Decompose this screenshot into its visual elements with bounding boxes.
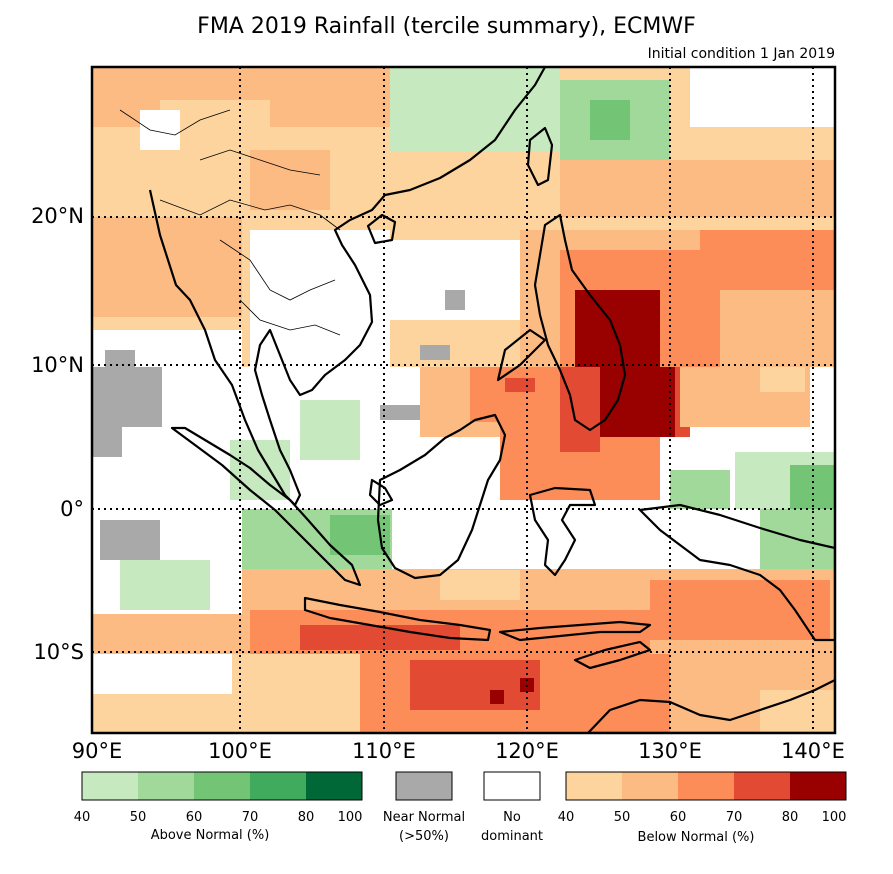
near-normal-sublabel: (>50%) <box>399 829 449 844</box>
country-borders <box>119 109 341 336</box>
above-normal-swatch-50-60 <box>138 772 194 800</box>
above-tick-50: 50 <box>129 810 147 825</box>
lat-label-0: 0° <box>60 497 84 521</box>
chart-title: FMA 2019 Rainfall (tercile summary), ECM… <box>197 14 696 39</box>
gridlines <box>92 67 835 733</box>
above-normal-label: Above Normal (%) <box>150 828 270 843</box>
lon-label-140e: 140°E <box>781 739 845 763</box>
below-normal-colorbar <box>565 771 847 801</box>
below-normal-swatch-80-100 <box>790 772 846 800</box>
near-normal-swatch <box>395 771 453 801</box>
no-dominant-swatch <box>483 771 541 801</box>
above-tick-70: 70 <box>241 810 259 825</box>
lon-label-110e: 110°E <box>352 739 416 763</box>
below-normal-label: Below Normal (%) <box>637 830 755 845</box>
lon-label-100e: 100°E <box>208 739 272 763</box>
lat-label-10s: 10°S <box>33 640 84 664</box>
lon-label-130e: 130°E <box>638 739 702 763</box>
lon-label-90e: 90°E <box>72 739 123 763</box>
above-normal-swatch-60-70 <box>194 772 250 800</box>
tercile-field <box>92 67 835 733</box>
above-normal-swatch-40-50 <box>82 772 138 800</box>
below-tick-80: 80 <box>781 810 799 825</box>
no-dominant-label: No <box>503 810 521 825</box>
lat-label-10n: 10°N <box>31 353 84 377</box>
lat-label-20n: 20°N <box>31 204 84 228</box>
below-normal-swatch-40-50 <box>566 772 622 800</box>
below-tick-60: 60 <box>669 810 687 825</box>
below-tick-100: 100 <box>821 810 847 825</box>
below-normal-swatch-60-70 <box>678 772 734 800</box>
chart-subtitle: Initial condition 1 Jan 2019 <box>647 46 835 62</box>
above-tick-80: 80 <box>297 810 315 825</box>
map-frame <box>90 65 837 735</box>
below-normal-swatch-50-60 <box>622 772 678 800</box>
below-tick-50: 50 <box>613 810 631 825</box>
below-normal-swatch-70-80 <box>734 772 790 800</box>
above-normal-swatch-80-100 <box>306 772 362 800</box>
below-tick-40: 40 <box>557 810 575 825</box>
above-normal-swatch-70-80 <box>250 772 306 800</box>
above-tick-100: 100 <box>337 810 363 825</box>
above-tick-60: 60 <box>185 810 203 825</box>
lon-label-120e: 120°E <box>495 739 559 763</box>
below-tick-70: 70 <box>725 810 743 825</box>
no-dominant-sublabel: dominant <box>480 829 544 844</box>
near-normal-label: Near Normal <box>382 810 466 825</box>
above-tick-40: 40 <box>73 810 91 825</box>
above-normal-colorbar <box>81 771 363 801</box>
